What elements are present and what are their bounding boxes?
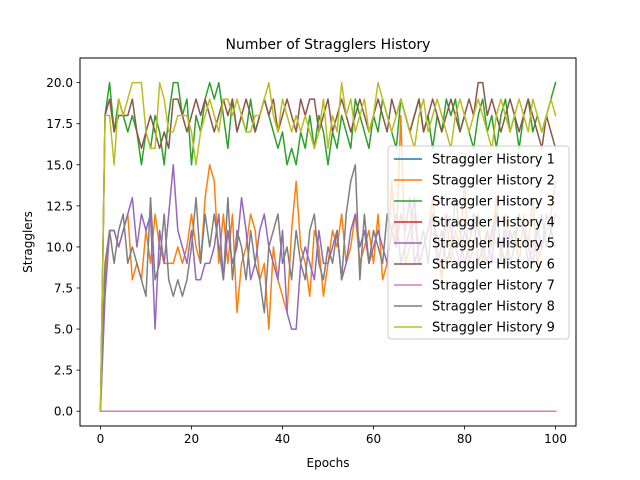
y-axis-ticks: 0.0 2.5 5.0 7.5 10.0 12.5 15.0 17.5 20.0	[46, 76, 80, 419]
plot-frame	[79, 57, 577, 427]
series-line-6	[99, 81, 557, 412]
x-tick-label: 40	[275, 432, 290, 446]
y-tick-label: 2.5	[54, 364, 73, 378]
y-tick-label: 15.0	[46, 158, 73, 172]
series-line-3	[99, 81, 557, 412]
x-tick-label: 60	[366, 432, 381, 446]
x-axis-label: Epochs	[307, 456, 350, 470]
legend-frame	[387, 145, 570, 340]
y-tick-label: 7.5	[54, 282, 73, 296]
legend: Straggler History 1 Straggler History 2 St…	[387, 145, 570, 340]
x-tick-label: 0	[97, 432, 105, 446]
x-axis-ticks: 0 20 40 60 80 100	[97, 426, 567, 446]
y-tick-label: 5.0	[54, 323, 73, 337]
chart-title: Number of Stragglers History	[226, 37, 431, 53]
legend-label: Straggler History 8	[432, 300, 555, 315]
legend-label: Straggler History 3	[432, 195, 555, 210]
legend-label: Straggler History 4	[432, 216, 555, 231]
y-tick-label: 12.5	[46, 199, 73, 213]
x-tick-label: 80	[457, 432, 472, 446]
legend-label: Straggler History 6	[432, 258, 555, 273]
y-tick-label: 0.0	[54, 405, 73, 419]
y-tick-label: 10.0	[46, 240, 73, 254]
legend-label: Straggler History 2	[432, 174, 555, 189]
legend-label: Straggler History 9	[432, 321, 555, 336]
x-tick-label: 20	[184, 432, 199, 446]
plot-area: 0 20 40 60 80 100 0.0 2.5 5.0 7.5 10.0 12.5 15.0 17.…	[46, 57, 577, 446]
series-line-9	[99, 81, 557, 412]
y-tick-label: 20.0	[46, 76, 73, 90]
y-tick-label: 17.5	[46, 117, 73, 131]
series-lines	[99, 81, 557, 412]
legend-label: Straggler History 5	[432, 237, 555, 252]
legend-label: Straggler History 7	[432, 279, 555, 294]
y-axis-label: Stragglers	[21, 211, 35, 273]
legend-label: Straggler History 1	[432, 153, 555, 168]
x-tick-label: 100	[544, 432, 567, 446]
legend-items: Straggler History 1 Straggler History 2 St…	[394, 153, 555, 336]
